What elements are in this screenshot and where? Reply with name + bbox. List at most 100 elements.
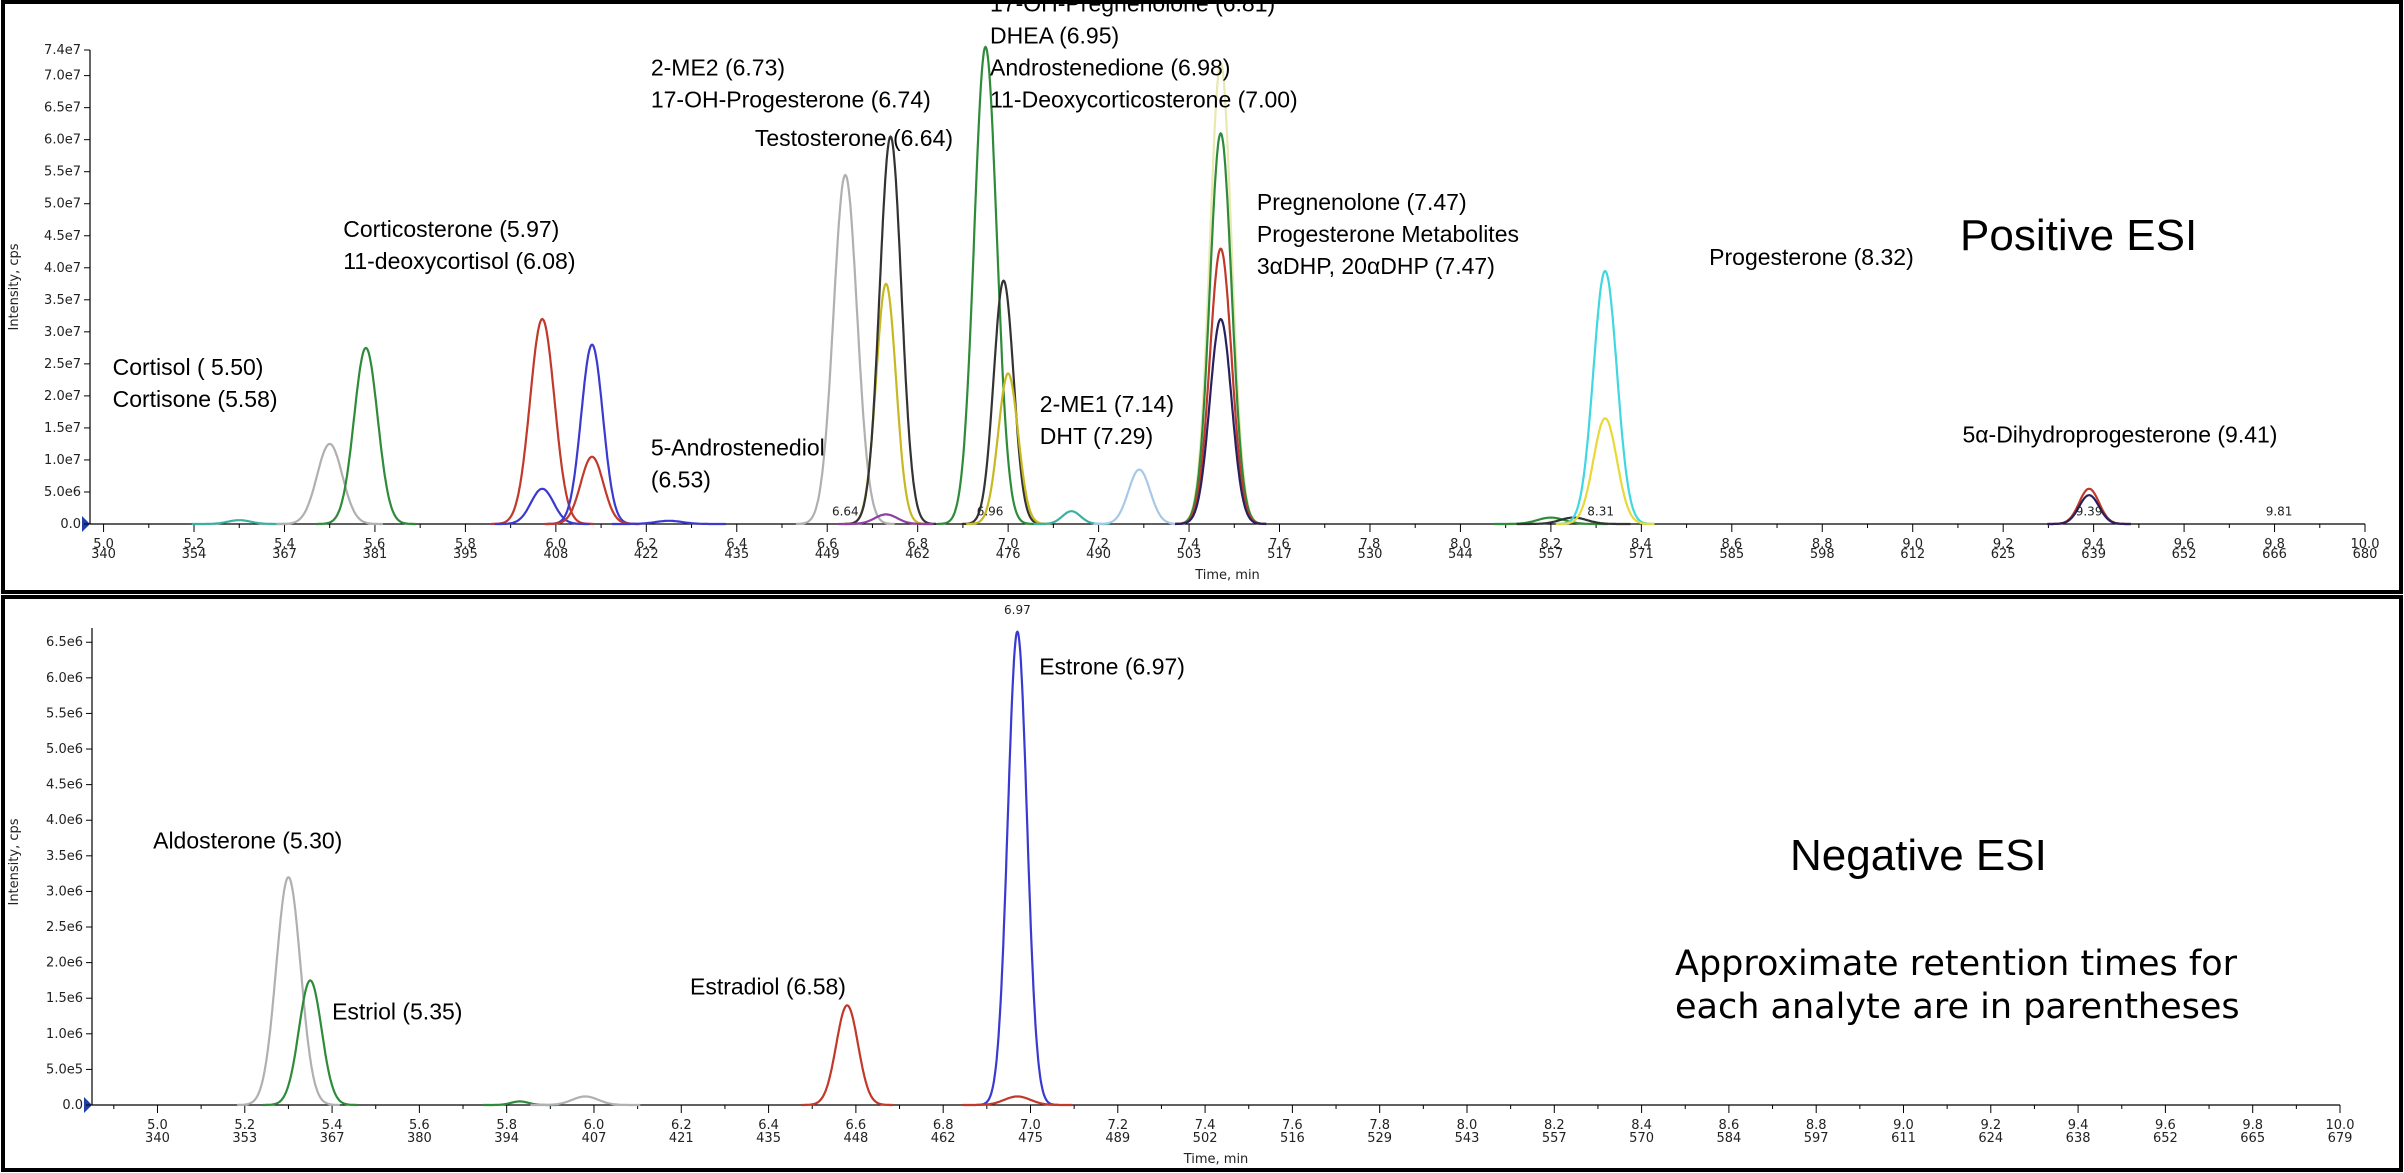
x-tick-label: 5.4 [274,537,295,552]
analyte-annotation: Progesterone (8.32) [1709,244,1914,270]
y-tick-label: 7.0e7 [44,69,81,84]
analyte-annotation: 11-deoxycortisol (6.08) [343,248,575,274]
x-tick-label: 5.8 [496,1118,517,1133]
scan-tick-label: 340 [145,1131,170,1146]
scan-tick-label: 407 [582,1131,607,1146]
analyte-annotation: Estrone (6.97) [1039,653,1185,679]
chromatogram-peak [795,173,896,526]
chromatogram-peak [1555,269,1655,526]
scan-tick-label: 679 [2328,1131,2353,1146]
y-tick-label: 6.5e7 [44,101,81,116]
x-tick-label: 7.4 [1195,1118,1216,1133]
scan-tick-label: 598 [1810,547,1835,562]
scan-tick-label: 381 [363,547,388,562]
x-tick-label: 10.0 [2351,537,2380,552]
scan-tick-label: 475 [1018,1131,1043,1146]
y-axis-title: Intensity, cps [7,818,22,905]
analyte-annotation: Estradiol (6.58) [690,974,846,1000]
scan-tick-label: 585 [1719,547,1744,562]
x-tick-label: 5.0 [93,537,114,552]
scan-tick-label: 680 [2353,547,2378,562]
chromatogram-peak [976,630,1059,1107]
retention-note-line-1: Approximate retention times for [1675,944,2238,984]
x-tick-label: 6.4 [758,1118,779,1133]
y-tick-label: 6.5e6 [46,635,83,650]
chromatogram-peak [546,343,639,526]
scan-tick-label: 367 [272,547,297,562]
x-tick-label: 6.6 [846,1118,867,1133]
analyte-annotation: 2-ME2 (6.73) [651,55,785,81]
x-tick-label: 6.4 [726,537,747,552]
chromatogram-peak [800,1004,894,1107]
analyte-annotation: 3αDHP, 20αDHP (7.47) [1257,253,1495,279]
chromatogram-peak [1174,132,1267,526]
retention-note-line-2: each analyte are in parentheses [1675,987,2240,1027]
scan-tick-label: 597 [1804,1131,1829,1146]
x-tick-label: 9.6 [2174,537,2195,552]
y-tick-label: 5.0e6 [46,742,83,757]
x-tick-label: 5.8 [455,537,476,552]
scan-tick-label: 612 [1900,547,1925,562]
scan-tick-label: 380 [407,1131,432,1146]
scan-tick-label: 490 [1086,547,1111,562]
scan-tick-label: 516 [1280,1131,1305,1146]
x-tick-label: 9.2 [1980,1118,2001,1133]
scan-tick-label: 503 [1177,547,1202,562]
analyte-annotation: Testosterone (6.64) [755,125,953,151]
scan-tick-label: 665 [2240,1131,2265,1146]
chromatogram-peak [1032,510,1110,526]
analyte-annotation: Pregnenolone (7.47) [1257,189,1467,215]
x-tick-label: 7.6 [1269,537,1290,552]
y-tick-label: 4.5e6 [46,778,83,793]
analyte-annotation: DHEA (6.95) [990,23,1119,49]
scan-tick-label: 367 [320,1131,345,1146]
y-tick-label: 0.0 [62,1098,83,1113]
chromatogram-peak [316,346,416,526]
scan-tick-label: 624 [1978,1131,2003,1146]
x-tick-label: 6.0 [584,1118,605,1133]
negative-esi-panel: 0.0 5.0e5 1.0e6 1.5e6 2.0e6 2.5e6 3.0e6 3.5e6 4.… [7,603,2354,1167]
analyte-annotation: Estriol (5.35) [332,999,462,1025]
x-tick-label: 6.0 [546,537,567,552]
y-tick-label: 5.5e6 [46,706,83,721]
scan-tick-label: 395 [453,547,478,562]
chromatogram-peak [276,442,384,526]
x-tick-label: 9.2 [1993,537,2014,552]
scan-tick-label: 584 [1716,1131,1741,1146]
y-tick-label: 5.5e7 [44,165,81,180]
positive-panel-frame [1,0,2403,594]
analyte-annotation: 5α-Dihydroprogesterone (9.41) [1962,422,2277,448]
chromatogram-peak [236,876,340,1107]
x-tick-label: 6.2 [671,1118,692,1133]
x-tick-label: 7.2 [1088,537,1109,552]
y-tick-label: 5.0e7 [44,197,81,212]
y-tick-label: 4.5e7 [44,229,81,244]
y-tick-label: 2.0e6 [46,956,83,971]
x-tick-label: 7.2 [1107,1118,1128,1133]
negative-panel-frame [1,595,2403,1172]
x-tick-label: 9.4 [2083,537,2104,552]
chromatogram-peak [544,455,640,526]
peak-rt-label: 8.31 [1587,505,1614,519]
chromatogram-peak [1493,516,1609,526]
x-axis-title: Time, min [1183,1152,1249,1167]
scan-tick-label: 489 [1105,1131,1130,1146]
scan-tick-label: 462 [905,547,930,562]
scan-tick-label: 517 [1267,547,1292,562]
analyte-annotation: (6.53) [651,466,711,492]
x-axis-title: Time, min [1194,568,1260,583]
chromatogram-peak [937,45,1034,526]
x-tick-label: 8.0 [1450,537,1471,552]
scan-tick-label: 652 [2153,1131,2178,1146]
x-tick-label: 5.6 [365,537,386,552]
analyte-annotation: 5-Androstenediol [651,434,825,460]
chromatogram-peak [2046,494,2132,526]
y-tick-label: 0.0 [60,517,81,532]
x-tick-label: 6.6 [817,537,838,552]
chromatogram-peak [191,519,288,526]
y-tick-label: 3.5e6 [46,849,83,864]
y-tick-label: 6.0e7 [44,133,81,148]
x-tick-label: 5.2 [234,1118,255,1133]
y-tick-label: 1.0e6 [46,1027,83,1042]
scan-tick-label: 353 [232,1131,257,1146]
